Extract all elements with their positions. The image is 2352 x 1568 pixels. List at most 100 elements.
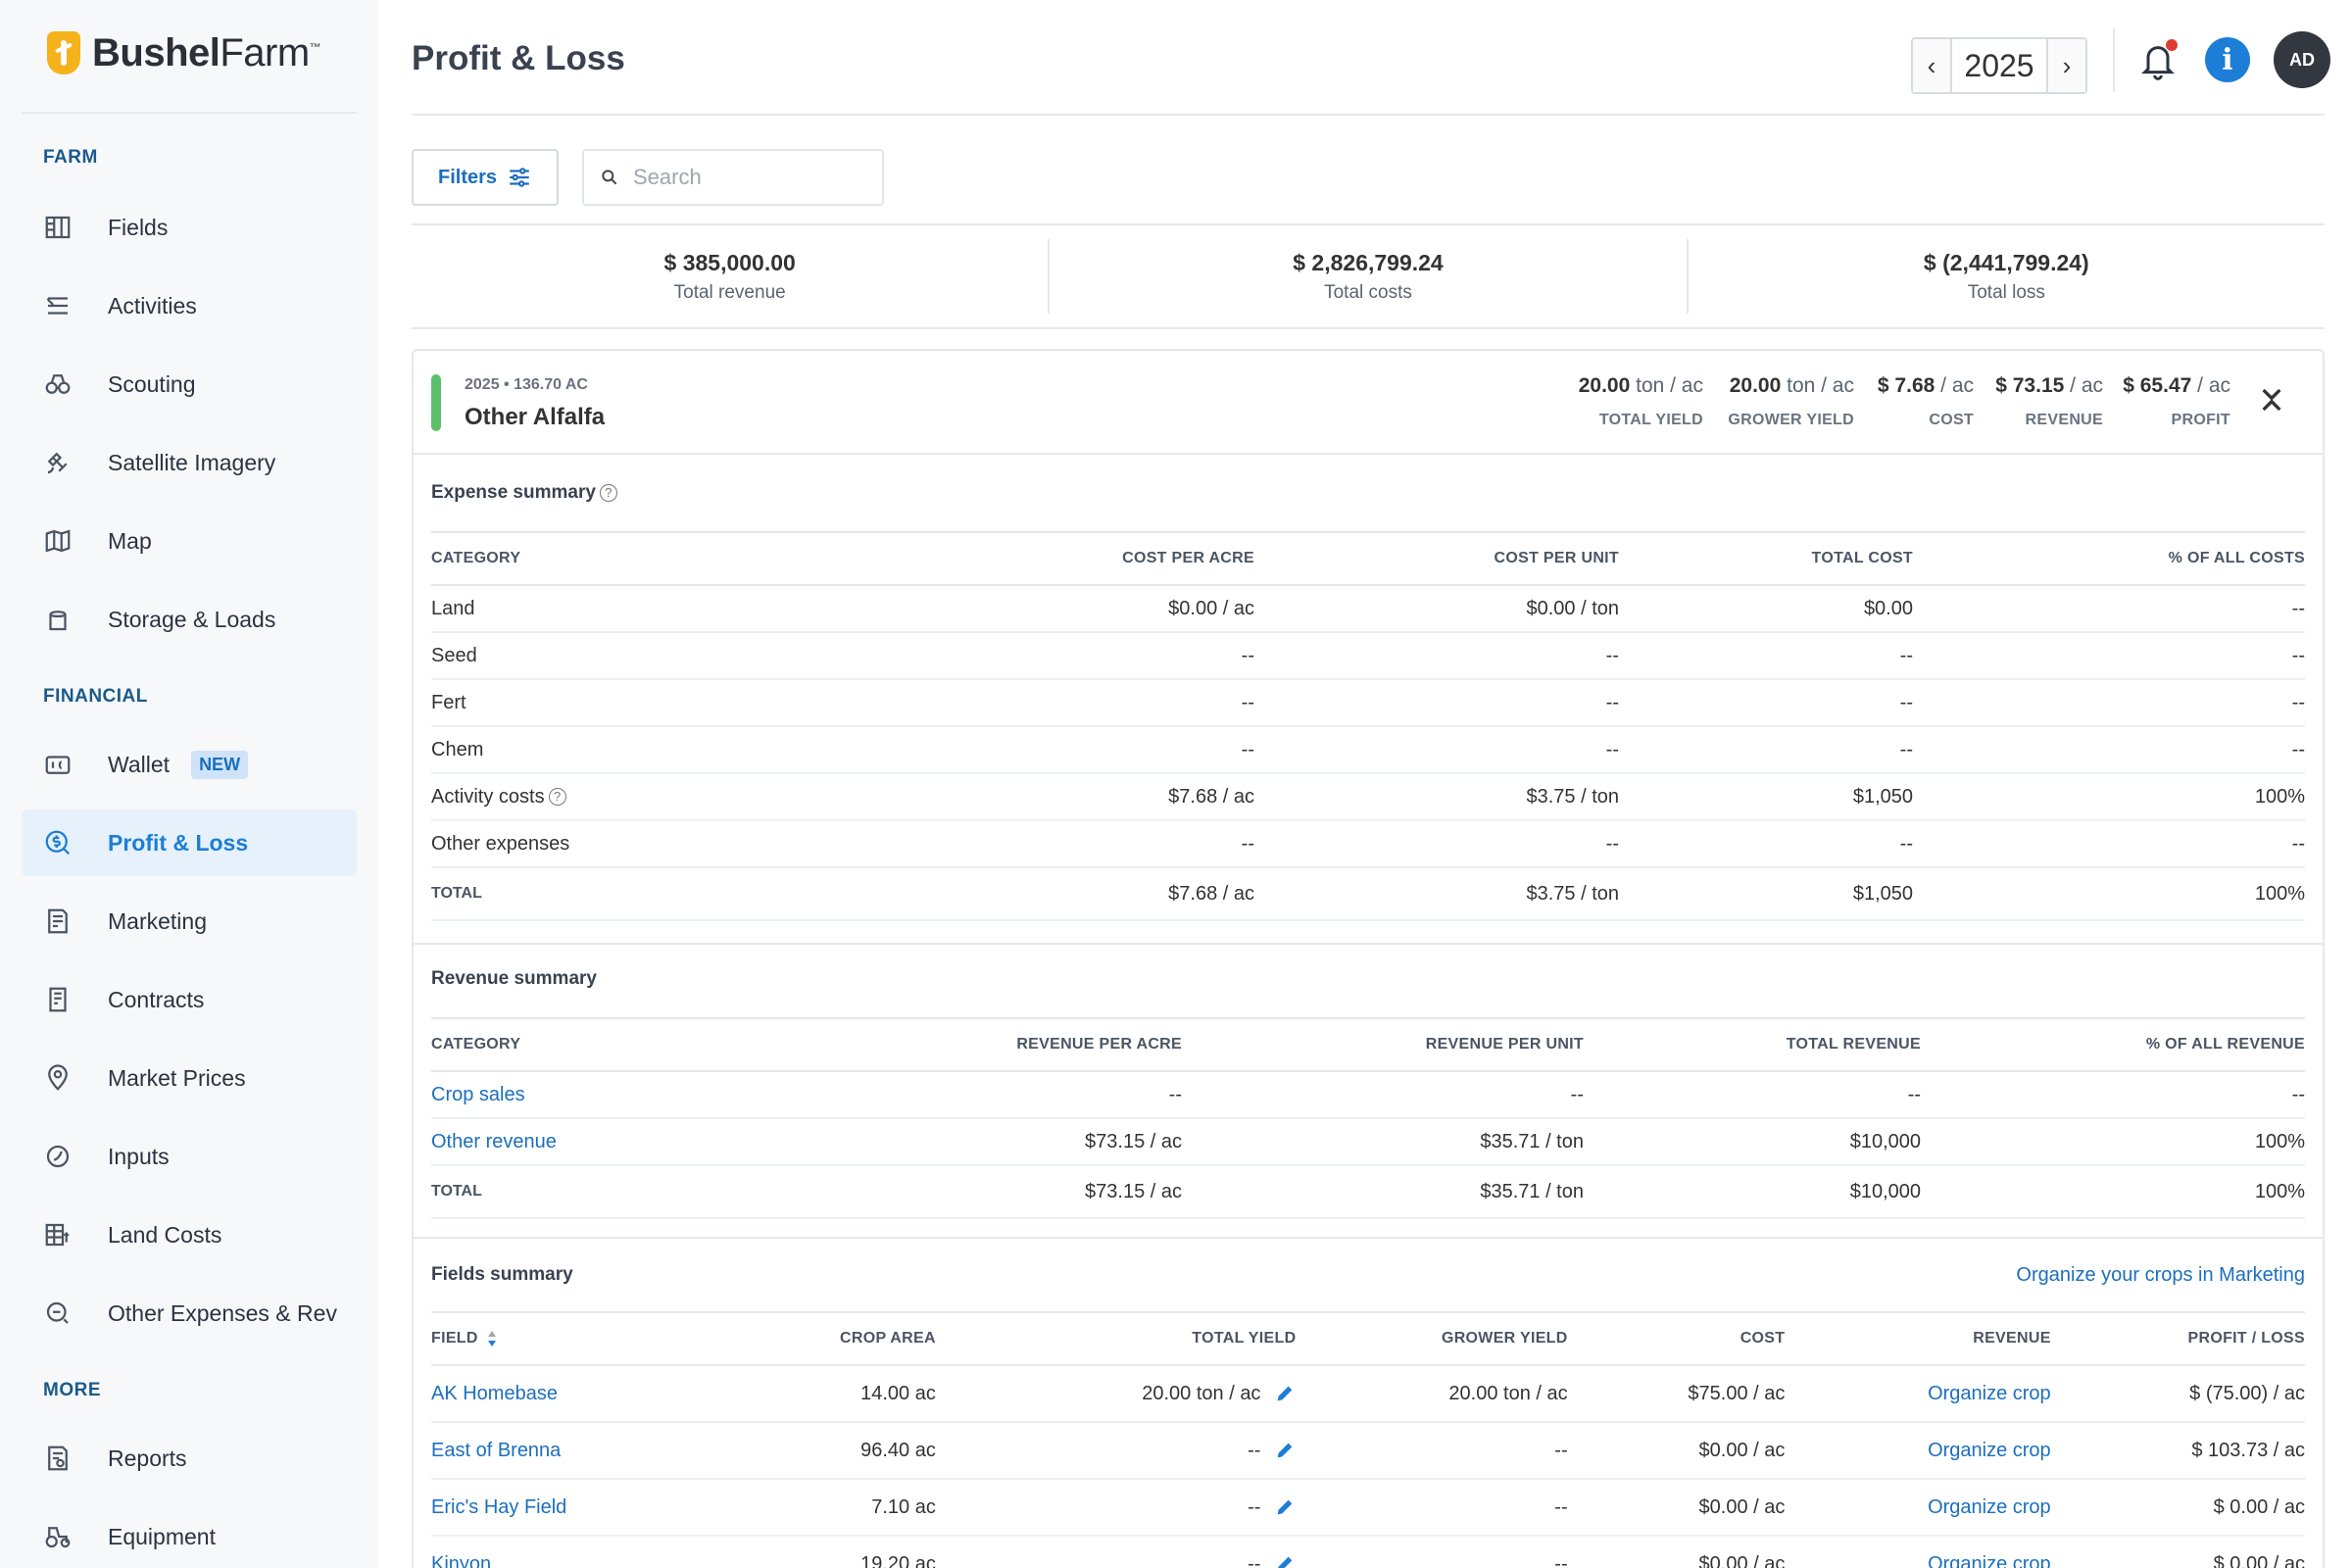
help-icon[interactable]: ?	[599, 483, 617, 502]
info-icon[interactable]: i	[2205, 37, 2250, 82]
sidebar-item-label: Marketing	[108, 907, 207, 934]
crop-header[interactable]: 2025 • 136.70 AC Other Alfalfa 20.00 ton…	[414, 351, 2323, 455]
field-link[interactable]: Eric's Hay Field	[431, 1479, 742, 1537]
sidebar-item-label: Market Prices	[108, 1064, 246, 1091]
cell: --	[843, 726, 1254, 774]
table-row: AK Homebase 14.00 ac 20.00 ton / ac 20.0…	[431, 1365, 2305, 1423]
column-header: GROWER YIELD	[1296, 1311, 1568, 1366]
stat-label: TOTAL YIELD	[1598, 412, 1703, 428]
sidebar-item-wallet[interactable]: Wallet NEW	[22, 731, 357, 798]
bushel-farm-logo[interactable]: BushelFarm™	[47, 25, 321, 80]
crop-sales-link[interactable]: Crop sales	[431, 1071, 843, 1119]
reports-icon	[41, 1442, 74, 1475]
column-header: CROP AREA	[741, 1311, 936, 1366]
sidebar-item-activities[interactable]: Activities	[22, 272, 357, 339]
cell: --	[843, 1071, 1182, 1119]
cell: $10,000	[1584, 1118, 1921, 1166]
search-input[interactable]	[633, 165, 868, 190]
cell: --	[1254, 632, 1619, 680]
table-row: Fert -- -- -- --	[431, 679, 2305, 727]
cell: Activity costs?	[431, 773, 843, 821]
field-link[interactable]: AK Homebase	[431, 1365, 742, 1423]
sidebar-item-other-expenses[interactable]: Other Expenses & Rev	[22, 1280, 357, 1347]
stat-label: COST	[1929, 412, 1974, 428]
cell: --	[1254, 679, 1619, 727]
sidebar-item-reports[interactable]: Reports	[22, 1425, 357, 1492]
cell: --	[1921, 1071, 2305, 1119]
crop-name: Other Alfalfa	[465, 404, 606, 430]
collapse-chevron-icon[interactable]	[2252, 380, 2291, 419]
field-link[interactable]: Kinyon	[431, 1536, 742, 1568]
next-year-button[interactable]: ›	[2048, 39, 2085, 92]
edit-pencil-icon[interactable]	[1274, 1383, 1296, 1404]
edit-pencil-icon[interactable]	[1274, 1440, 1296, 1461]
sort-icon[interactable]	[486, 1329, 498, 1348]
organize-crop-link[interactable]: Organize crop	[1785, 1479, 2051, 1537]
filters-label: Filters	[437, 166, 498, 188]
sidebar-item-map[interactable]: Map	[22, 508, 357, 574]
cell: 14.00 ac	[741, 1365, 936, 1423]
cell: $ 0.00 / ac	[2050, 1479, 2305, 1537]
sidebar-item-marketing[interactable]: Marketing	[22, 888, 357, 955]
cell: --	[1254, 820, 1619, 868]
edit-pencil-icon[interactable]	[1274, 1553, 1296, 1568]
column-header: PROFIT / LOSS	[2050, 1311, 2305, 1366]
previous-year-button[interactable]: ‹	[1913, 39, 1950, 92]
year-value[interactable]: 2025	[1950, 39, 2048, 92]
sidebar-item-satellite-imagery[interactable]: Satellite Imagery	[22, 429, 357, 496]
cell: $ (75.00) / ac	[2050, 1365, 2305, 1423]
cell: $73.15 / ac	[843, 1118, 1182, 1166]
sidebar-item-label: Satellite Imagery	[108, 449, 276, 475]
organize-crop-link[interactable]: Organize crop	[1785, 1536, 2051, 1568]
column-header-field[interactable]: FIELD	[431, 1311, 742, 1366]
cell: $7.68 / ac	[843, 867, 1254, 921]
sidebar-item-label: Wallet	[108, 751, 171, 777]
cell: $1,050	[1619, 867, 1913, 921]
filters-button[interactable]: Filters	[412, 149, 559, 206]
stat-value: 20.00	[1578, 374, 1631, 397]
stat-value: $ 65.47	[2123, 374, 2192, 397]
help-icon[interactable]: ?	[548, 788, 566, 807]
cell: --	[1619, 820, 1913, 868]
section-farm: FARM	[43, 147, 98, 168]
cell: --	[1182, 1071, 1584, 1119]
cell: 100%	[1913, 867, 2305, 921]
stat-profit: $ 65.47 / ac PROFIT	[2123, 374, 2230, 429]
cell: --	[1913, 679, 2305, 727]
organize-crops-link[interactable]: Organize your crops in Marketing	[2016, 1264, 2305, 1286]
table-row: Land $0.00 / ac $0.00 / ton $0.00 --	[431, 585, 2305, 633]
sidebar-item-equipment[interactable]: Equipment	[22, 1503, 357, 1568]
cell: $10,000	[1584, 1165, 1921, 1219]
cell: 20.00 ton / ac	[935, 1365, 1297, 1423]
sidebar-item-label: Other Expenses & Rev	[108, 1299, 337, 1326]
cell: Chem	[431, 726, 843, 774]
stat-label: PROFIT	[2171, 412, 2230, 428]
edit-pencil-icon[interactable]	[1274, 1496, 1296, 1518]
cell: $ 0.00 / ac	[2050, 1536, 2305, 1568]
cell: Fert	[431, 679, 843, 727]
sidebar-item-profit-loss[interactable]: Profit & Loss	[22, 809, 357, 876]
sidebar-item-fields[interactable]: Fields	[22, 194, 357, 261]
year-selector: ‹ 2025 ›	[1911, 37, 2087, 94]
cell: $0.00 / ac	[1567, 1422, 1786, 1480]
sidebar-item-inputs[interactable]: Inputs	[22, 1123, 357, 1190]
organize-crop-link[interactable]: Organize crop	[1785, 1365, 2051, 1423]
stat-unit: / ac	[2064, 374, 2103, 397]
sidebar-item-market-prices[interactable]: Market Prices	[22, 1045, 357, 1111]
cell: --	[843, 820, 1254, 868]
sidebar-item-contracts[interactable]: Contracts	[22, 966, 357, 1033]
field-link[interactable]: East of Brenna	[431, 1422, 742, 1480]
cell: $7.68 / ac	[843, 773, 1254, 821]
inputs-icon	[41, 1140, 74, 1173]
sidebar-item-land-costs[interactable]: Land Costs	[22, 1201, 357, 1268]
other-revenue-link[interactable]: Other revenue	[431, 1118, 843, 1166]
avatar[interactable]: AD	[2274, 31, 2330, 88]
bell-icon[interactable]	[2138, 39, 2178, 82]
column-header: TOTAL REVENUE	[1584, 1017, 1921, 1072]
stat-label: GROWER YIELD	[1728, 412, 1854, 428]
organize-crop-link[interactable]: Organize crop	[1785, 1422, 2051, 1480]
sidebar-item-storage-loads[interactable]: Storage & Loads	[22, 586, 357, 653]
sidebar-item-label: Reports	[108, 1445, 187, 1471]
sidebar-item-scouting[interactable]: Scouting	[22, 351, 357, 417]
total-revenue-value: $ 385,000.00	[663, 249, 796, 275]
